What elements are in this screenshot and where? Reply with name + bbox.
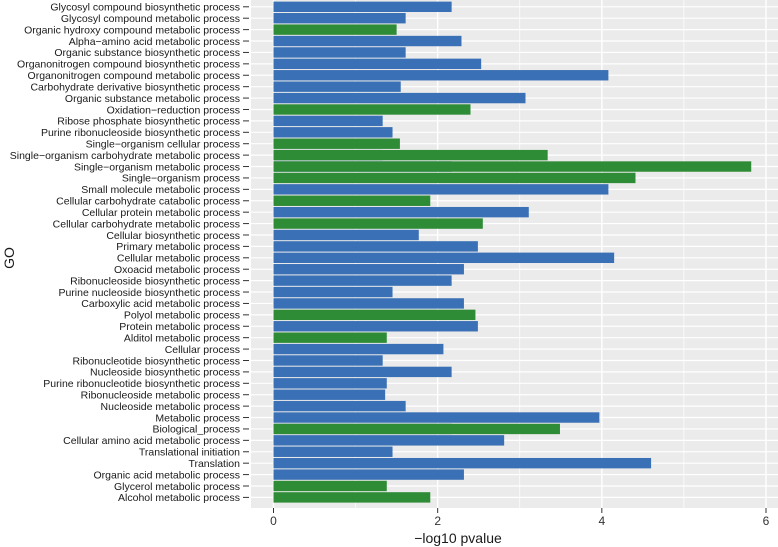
bar-blue xyxy=(273,127,393,138)
bar-blue xyxy=(273,81,401,92)
bar-green xyxy=(273,161,752,172)
x-tick-label: 4 xyxy=(598,514,605,528)
y-tick-label: Oxidation−reduction process xyxy=(107,104,240,116)
bar-blue xyxy=(273,457,652,469)
bar-blue xyxy=(273,469,464,480)
bar-blue xyxy=(273,389,386,400)
x-axis-ticks: 0 2 4 6 xyxy=(270,508,770,528)
y-tick-label: Carbohydrate derivative biosynthetic pro… xyxy=(30,81,240,93)
y-tick-label: Single−organism process xyxy=(122,173,240,185)
y-tick-label: Single−organism metabolic process xyxy=(74,161,240,173)
bar-green xyxy=(273,172,636,184)
y-tick-label: Alcohol metabolic process xyxy=(118,492,240,504)
bar-blue xyxy=(273,35,462,47)
bar-blue xyxy=(273,58,482,70)
y-tick-label: Organic hydroxy compound metabolic proce… xyxy=(24,24,240,36)
bar-blue xyxy=(273,92,526,104)
y-tick-label: Single−organism cellular process xyxy=(86,139,240,151)
y-tick-label: Organic acid metabolic process xyxy=(94,469,240,481)
x-tick-label: 0 xyxy=(270,514,277,528)
y-tick-label: Cellular carbohydrate metabolic process xyxy=(53,218,240,230)
y-tick-label: Cellular amino acid metabolic process xyxy=(63,435,240,447)
y-tick-label: Nucleoside biosynthetic process xyxy=(90,367,240,379)
y-tick-label: Glycosyl compound biosynthetic process xyxy=(50,2,240,14)
bar-blue xyxy=(273,298,464,309)
y-tick-label: Biological_process xyxy=(152,424,240,436)
y-axis-title: GO xyxy=(1,247,17,269)
bar-blue xyxy=(273,286,393,298)
bar-blue xyxy=(273,264,464,275)
bar-blue xyxy=(273,400,406,412)
bar-green xyxy=(273,104,471,115)
bar-green xyxy=(273,149,548,161)
bar-green xyxy=(273,138,400,149)
bar-green xyxy=(273,332,387,343)
y-tick-label: Nucleoside metabolic process xyxy=(101,401,240,413)
y-tick-label: Carboxylic acid metabolic process xyxy=(81,298,240,310)
bar-blue xyxy=(273,366,452,378)
y-tick-label: Cellular metabolic process xyxy=(117,253,240,265)
y-tick-label: Glycosyl compound metabolic process xyxy=(61,13,240,25)
bar-blue xyxy=(273,229,419,241)
bar-green xyxy=(273,218,483,229)
y-tick-label: Cellular carbohydrate catabolic process xyxy=(56,196,240,208)
x-tick-label: 6 xyxy=(763,514,770,528)
bar-blue xyxy=(273,378,387,389)
y-tick-label: Purine ribonucleoside biosynthetic proce… xyxy=(41,127,240,139)
y-tick-label: Organic substance biosynthetic process xyxy=(54,47,240,59)
y-tick-label: Organic substance metabolic process xyxy=(65,93,240,105)
bar-green xyxy=(273,309,476,321)
y-tick-label: Cellular process xyxy=(165,344,240,356)
bar-blue xyxy=(273,321,478,332)
y-tick-label: Cellular biosynthetic process xyxy=(106,230,240,242)
bar-blue xyxy=(273,206,529,218)
blue-series xyxy=(273,1,652,480)
bar-blue xyxy=(273,275,452,286)
y-tick-label: Single−organism carbohydrate metabolic p… xyxy=(10,150,240,162)
y-tick-label: Purine nucleoside biosynthetic process xyxy=(58,287,240,299)
y-tick-label: Polyol metabolic process xyxy=(124,310,240,322)
y-tick-label: Translation xyxy=(188,458,240,470)
y-tick-label: Alditol metabolic process xyxy=(124,332,240,344)
bar-blue xyxy=(273,241,478,252)
y-tick-label: Organonitrogen compound biosynthetic pro… xyxy=(17,59,240,71)
bar-green xyxy=(273,492,431,503)
y-tick-label: Glycerol metabolic process xyxy=(114,481,240,493)
bar-blue xyxy=(273,412,600,423)
y-tick-label: Small molecule metabolic process xyxy=(81,184,240,196)
bar-blue xyxy=(273,13,406,24)
bar-green xyxy=(273,480,387,492)
y-tick-label: Ribonucleoside biosynthetic process xyxy=(70,275,240,287)
y-tick-label: Protein metabolic process xyxy=(119,321,240,333)
y-tick-label: Ribonucleotide biosynthetic process xyxy=(72,355,240,367)
bar-blue xyxy=(273,343,444,355)
bar-blue xyxy=(273,70,609,81)
y-tick-label: Cellular protein metabolic process xyxy=(82,207,240,219)
y-tick-label: Metabolic process xyxy=(155,412,240,424)
y-tick-label: Purine ribonucleotide biosynthetic proce… xyxy=(43,378,240,390)
x-axis-title: −log10 pvalue xyxy=(414,530,502,546)
bar-green xyxy=(273,423,560,435)
y-tick-label: Organonitrogen compound metabolic proces… xyxy=(28,70,240,82)
green-series xyxy=(273,24,752,503)
bar-blue xyxy=(273,47,406,58)
y-tick-label: Ribose phosphate biosynthetic process xyxy=(57,116,240,128)
x-tick-label: 2 xyxy=(434,514,441,528)
bar-green xyxy=(273,24,397,35)
y-axis-labels: Glycosyl compound biosynthetic processGl… xyxy=(10,2,249,504)
bar-blue xyxy=(273,435,505,446)
y-tick-label: Ribonucleoside metabolic process xyxy=(81,390,240,402)
y-tick-label: Primary metabolic process xyxy=(116,241,240,253)
y-tick-label: Alpha−amino acid metabolic process xyxy=(69,36,240,48)
bar-blue xyxy=(273,184,609,195)
bar-blue xyxy=(273,252,615,264)
bar-blue xyxy=(273,355,383,366)
bar-green xyxy=(273,195,431,206)
y-tick-label: Translational initiation xyxy=(139,447,240,459)
y-tick-label: Oxoacid metabolic process xyxy=(114,264,240,276)
bar-blue xyxy=(273,1,452,12)
bar-blue xyxy=(273,446,393,457)
bar-blue xyxy=(273,115,383,127)
